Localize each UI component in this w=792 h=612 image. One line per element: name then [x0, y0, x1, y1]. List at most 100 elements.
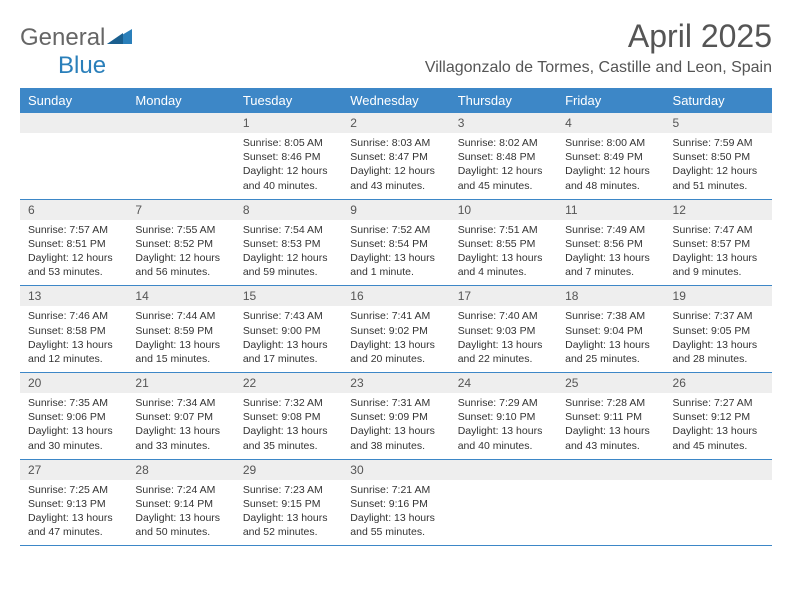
sunset-line: Sunset: 9:12 PM — [673, 410, 764, 424]
sunset-line: Sunset: 8:55 PM — [458, 237, 549, 251]
logo-triangle-icon — [107, 24, 133, 52]
sunrise-line: Sunrise: 8:05 AM — [243, 136, 334, 150]
sunrise-line: Sunrise: 7:52 AM — [350, 223, 441, 237]
daylight-line: Daylight: 13 hours and 28 minutes. — [673, 338, 764, 366]
sunrise-line: Sunrise: 7:57 AM — [28, 223, 119, 237]
daylight-line: Daylight: 13 hours and 12 minutes. — [28, 338, 119, 366]
daylight-line: Daylight: 13 hours and 4 minutes. — [458, 251, 549, 279]
day-cell: Sunrise: 7:44 AMSunset: 8:59 PMDaylight:… — [127, 306, 234, 372]
sunrise-line: Sunrise: 7:46 AM — [28, 309, 119, 323]
daylight-line: Daylight: 13 hours and 22 minutes. — [458, 338, 549, 366]
daylight-line: Daylight: 13 hours and 1 minute. — [350, 251, 441, 279]
day-cell: Sunrise: 7:40 AMSunset: 9:03 PMDaylight:… — [450, 306, 557, 372]
day-cell — [557, 480, 664, 546]
sunset-line: Sunset: 9:07 PM — [135, 410, 226, 424]
sunset-line: Sunset: 8:49 PM — [565, 150, 656, 164]
sunrise-line: Sunrise: 7:40 AM — [458, 309, 549, 323]
sunset-line: Sunset: 9:14 PM — [135, 497, 226, 511]
day-number — [450, 459, 557, 480]
day-cell: Sunrise: 7:49 AMSunset: 8:56 PMDaylight:… — [557, 220, 664, 286]
sunrise-line: Sunrise: 7:59 AM — [673, 136, 764, 150]
sunrise-line: Sunrise: 7:41 AM — [350, 309, 441, 323]
day-cell: Sunrise: 7:21 AMSunset: 9:16 PMDaylight:… — [342, 480, 449, 546]
day-cell: Sunrise: 7:59 AMSunset: 8:50 PMDaylight:… — [665, 133, 772, 199]
sunrise-line: Sunrise: 7:49 AM — [565, 223, 656, 237]
day-number — [127, 113, 234, 133]
day-header-row: Sunday Monday Tuesday Wednesday Thursday… — [20, 88, 772, 113]
sunrise-line: Sunrise: 7:31 AM — [350, 396, 441, 410]
day-number — [20, 113, 127, 133]
daylight-line: Daylight: 13 hours and 40 minutes. — [458, 424, 549, 452]
day-cell: Sunrise: 8:02 AMSunset: 8:48 PMDaylight:… — [450, 133, 557, 199]
day-cell: Sunrise: 7:27 AMSunset: 9:12 PMDaylight:… — [665, 393, 772, 459]
header: General Blue April 2025 Villagonzalo de … — [20, 18, 772, 80]
day-number: 12 — [665, 199, 772, 220]
day-number: 18 — [557, 286, 664, 307]
daylight-line: Daylight: 13 hours and 47 minutes. — [28, 511, 119, 539]
daylight-line: Daylight: 13 hours and 33 minutes. — [135, 424, 226, 452]
sunrise-line: Sunrise: 7:23 AM — [243, 483, 334, 497]
sunrise-line: Sunrise: 7:43 AM — [243, 309, 334, 323]
sunrise-line: Sunrise: 7:28 AM — [565, 396, 656, 410]
page-title: April 2025 — [425, 18, 772, 55]
day-cell: Sunrise: 7:54 AMSunset: 8:53 PMDaylight:… — [235, 220, 342, 286]
sunrise-line: Sunrise: 7:29 AM — [458, 396, 549, 410]
day-number: 6 — [20, 199, 127, 220]
day-cell: Sunrise: 7:31 AMSunset: 9:09 PMDaylight:… — [342, 393, 449, 459]
sunset-line: Sunset: 8:56 PM — [565, 237, 656, 251]
sunset-line: Sunset: 9:16 PM — [350, 497, 441, 511]
day-cell: Sunrise: 7:28 AMSunset: 9:11 PMDaylight:… — [557, 393, 664, 459]
daylight-line: Daylight: 13 hours and 15 minutes. — [135, 338, 226, 366]
daylight-line: Daylight: 13 hours and 20 minutes. — [350, 338, 441, 366]
logo-text: General Blue — [20, 24, 133, 80]
sunset-line: Sunset: 9:08 PM — [243, 410, 334, 424]
day-cell: Sunrise: 7:24 AMSunset: 9:14 PMDaylight:… — [127, 480, 234, 546]
day-cell: Sunrise: 7:23 AMSunset: 9:15 PMDaylight:… — [235, 480, 342, 546]
sunrise-line: Sunrise: 7:47 AM — [673, 223, 764, 237]
day-cell — [20, 133, 127, 199]
day-cell: Sunrise: 7:38 AMSunset: 9:04 PMDaylight:… — [557, 306, 664, 372]
day-number: 8 — [235, 199, 342, 220]
daylight-line: Daylight: 13 hours and 52 minutes. — [243, 511, 334, 539]
sunset-line: Sunset: 8:52 PM — [135, 237, 226, 251]
col-saturday: Saturday — [665, 88, 772, 113]
day-cell: Sunrise: 7:29 AMSunset: 9:10 PMDaylight:… — [450, 393, 557, 459]
sunset-line: Sunset: 9:11 PM — [565, 410, 656, 424]
calendar-body: 12345Sunrise: 8:05 AMSunset: 8:46 PMDayl… — [20, 113, 772, 546]
sunset-line: Sunset: 9:15 PM — [243, 497, 334, 511]
logo-word1: General — [20, 24, 105, 51]
sunset-line: Sunset: 8:51 PM — [28, 237, 119, 251]
sunrise-line: Sunrise: 7:55 AM — [135, 223, 226, 237]
day-number: 19 — [665, 286, 772, 307]
day-cell: Sunrise: 7:57 AMSunset: 8:51 PMDaylight:… — [20, 220, 127, 286]
sunset-line: Sunset: 9:13 PM — [28, 497, 119, 511]
col-thursday: Thursday — [450, 88, 557, 113]
day-number — [557, 459, 664, 480]
sunset-line: Sunset: 9:03 PM — [458, 324, 549, 338]
logo-word2: Blue — [58, 52, 106, 79]
daylight-line: Daylight: 12 hours and 51 minutes. — [673, 164, 764, 192]
day-cell: Sunrise: 8:03 AMSunset: 8:47 PMDaylight:… — [342, 133, 449, 199]
sunrise-line: Sunrise: 7:34 AM — [135, 396, 226, 410]
sunset-line: Sunset: 9:00 PM — [243, 324, 334, 338]
sunset-line: Sunset: 9:06 PM — [28, 410, 119, 424]
sunset-line: Sunset: 8:53 PM — [243, 237, 334, 251]
daylight-line: Daylight: 13 hours and 9 minutes. — [673, 251, 764, 279]
day-content-row: Sunrise: 7:57 AMSunset: 8:51 PM Daylight:… — [20, 220, 772, 286]
daylight-line: Daylight: 13 hours and 43 minutes. — [565, 424, 656, 452]
daylight-line: Daylight: 12 hours and 43 minutes. — [350, 164, 441, 192]
day-number: 5 — [665, 113, 772, 133]
sunset-line: Sunset: 9:09 PM — [350, 410, 441, 424]
location-text: Villagonzalo de Tormes, Castille and Leo… — [425, 59, 772, 77]
day-number — [665, 459, 772, 480]
daylight-line: Daylight: 13 hours and 50 minutes. — [135, 511, 226, 539]
sunrise-line: Sunrise: 7:37 AM — [673, 309, 764, 323]
day-number-row: 20212223242526 — [20, 373, 772, 394]
day-cell: Sunrise: 7:51 AMSunset: 8:55 PMDaylight:… — [450, 220, 557, 286]
logo: General Blue — [20, 24, 133, 80]
day-content-row: Sunrise: 8:05 AMSunset: 8:46 PMDaylight:… — [20, 133, 772, 199]
day-number: 1 — [235, 113, 342, 133]
sunset-line: Sunset: 9:04 PM — [565, 324, 656, 338]
sunset-line: Sunset: 8:54 PM — [350, 237, 441, 251]
sunset-line: Sunset: 8:47 PM — [350, 150, 441, 164]
